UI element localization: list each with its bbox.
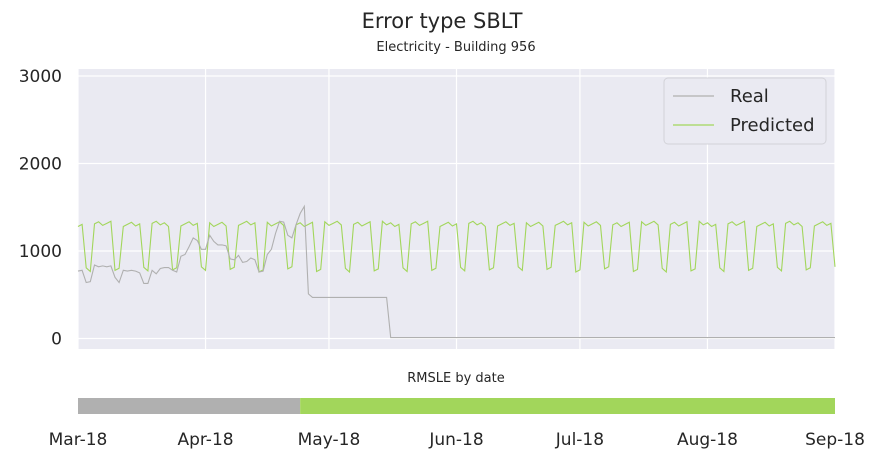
- y-tick-label: 2000: [19, 155, 62, 175]
- series-line-real: [77, 204, 835, 339]
- x-tick-label: May-18: [298, 430, 361, 450]
- x-tick-label: Jul-18: [555, 430, 604, 450]
- x-tick-label: Aug-18: [677, 430, 738, 450]
- y-tick-label: 0: [51, 330, 62, 350]
- legend-label: Real: [730, 86, 769, 107]
- grid-lines: [77, 69, 836, 349]
- x-tick-label: Mar-18: [49, 430, 108, 450]
- x-axis: Mar-18 Apr-18 May-18 Jun-18 Jul-18 Aug-18 Sep-…: [49, 430, 865, 450]
- y-axis: 0 1000 2000 3000: [19, 67, 62, 350]
- rmsle-strip: [78, 398, 835, 414]
- x-tick-label: Sep-18: [805, 430, 865, 450]
- series-layer: [77, 204, 836, 339]
- chart-title: Error type SBLT: [361, 9, 523, 33]
- chart-subtitle: Electricity - Building 956: [376, 40, 536, 55]
- x-tick-label: Apr-18: [177, 430, 233, 450]
- legend-box: [663, 77, 827, 145]
- y-tick-label: 3000: [19, 67, 62, 87]
- strip-segment: [300, 398, 835, 414]
- series-line-predicted: [77, 220, 836, 274]
- x-tick-label: Jun-18: [428, 430, 483, 450]
- strip-segment: [78, 398, 301, 414]
- strip-label: RMSLE by date: [407, 371, 505, 386]
- legend: Real Predicted: [663, 77, 827, 145]
- legend-label: Predicted: [730, 115, 815, 136]
- y-tick-label: 1000: [19, 242, 62, 262]
